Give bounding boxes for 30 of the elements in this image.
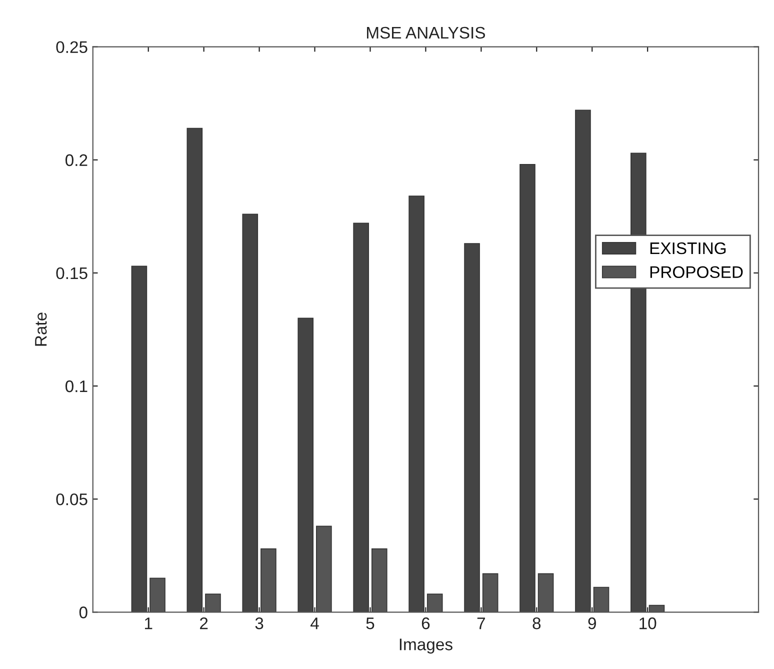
x-tick-label: 9 bbox=[588, 617, 596, 630]
y-tick-label: 0.25 bbox=[56, 41, 88, 54]
x-tick-label: 7 bbox=[477, 618, 485, 630]
x-tick-label: 6 bbox=[422, 617, 430, 630]
x-tick-label: 3 bbox=[255, 617, 264, 630]
bar bbox=[186, 128, 203, 612]
x-tick-label: 1 bbox=[144, 618, 152, 630]
x-axis-title: Images bbox=[400, 638, 452, 654]
y-tick-label: 0 bbox=[79, 606, 88, 618]
y-axis-title: Rate bbox=[35, 312, 47, 346]
y-tick-label: 0.15 bbox=[56, 267, 88, 280]
x-tick-label: 10 bbox=[640, 617, 656, 630]
bar bbox=[353, 222, 369, 612]
bar bbox=[520, 164, 536, 612]
chart-title: MSE ANALYSIS bbox=[367, 26, 485, 39]
x-tick-label: 5 bbox=[366, 618, 374, 630]
legend-label: EXISTING bbox=[650, 242, 726, 254]
y-tick-label: 0.05 bbox=[56, 493, 88, 506]
x-tick-label: 2 bbox=[200, 617, 208, 630]
bar bbox=[242, 214, 258, 612]
bar bbox=[408, 196, 424, 612]
x-tick-label: 8 bbox=[532, 617, 541, 630]
bar bbox=[575, 110, 591, 612]
bar bbox=[298, 318, 314, 612]
y-tick-label: 0.2 bbox=[66, 154, 88, 166]
x-tick-label: 4 bbox=[310, 618, 319, 630]
bar bbox=[131, 266, 148, 612]
bar bbox=[464, 243, 480, 612]
legend-label: PROPOSED bbox=[650, 266, 743, 278]
y-tick-label: 0.1 bbox=[66, 380, 88, 392]
